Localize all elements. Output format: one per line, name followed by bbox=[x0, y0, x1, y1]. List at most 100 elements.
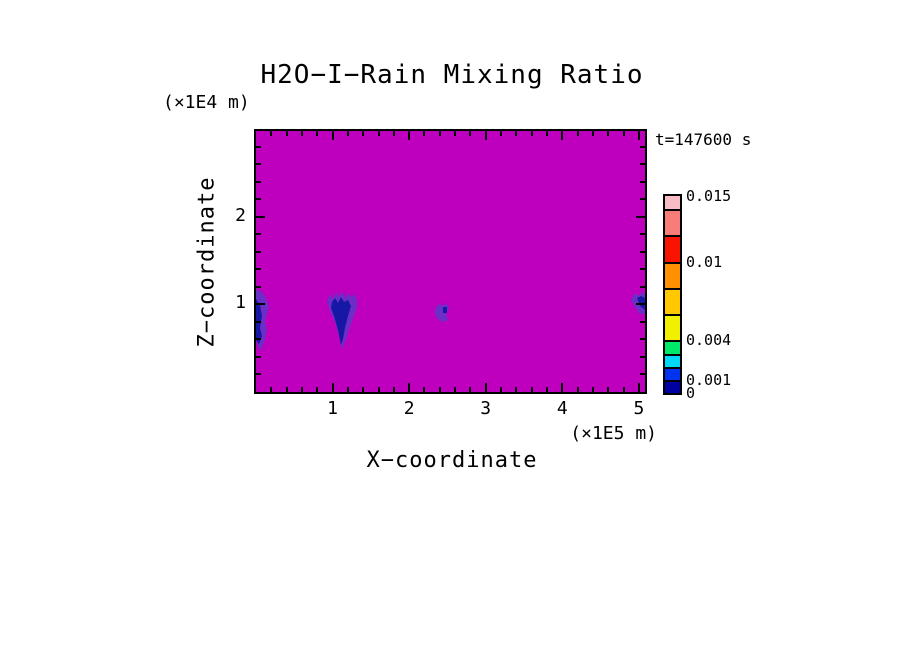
colorbar-segment bbox=[665, 287, 680, 315]
x-tick-label: 2 bbox=[403, 398, 415, 419]
x-minor-tick bbox=[347, 131, 349, 136]
x-minor-tick bbox=[546, 131, 548, 136]
x-major-tick bbox=[561, 131, 563, 140]
y-minor-tick bbox=[640, 163, 645, 165]
y-major-tick bbox=[636, 303, 645, 305]
colorbar-segment bbox=[665, 379, 680, 393]
x-major-tick bbox=[561, 383, 563, 392]
x-major-tick bbox=[408, 383, 410, 392]
y-minor-tick bbox=[640, 233, 645, 235]
y-minor-tick bbox=[640, 338, 645, 340]
x-minor-tick bbox=[500, 387, 502, 392]
y-axis-title: Z−coordinate bbox=[194, 176, 220, 348]
x-minor-tick bbox=[531, 131, 533, 136]
x-minor-tick bbox=[607, 131, 609, 136]
y-minor-tick bbox=[256, 181, 261, 183]
x-tick-label: 3 bbox=[480, 398, 492, 419]
colorbar-segment bbox=[665, 366, 680, 380]
y-minor-tick bbox=[256, 146, 261, 148]
x-minor-tick bbox=[515, 131, 517, 136]
x-minor-tick bbox=[623, 387, 625, 392]
time-annotation: t=147600 s bbox=[655, 130, 752, 149]
x-tick-label: 5 bbox=[633, 398, 645, 419]
x-minor-tick bbox=[270, 131, 272, 136]
x-minor-tick bbox=[439, 131, 441, 136]
colorbar-tick-label: 0.001 bbox=[686, 370, 732, 389]
colorbar-segment bbox=[665, 235, 680, 262]
x-minor-tick bbox=[546, 387, 548, 392]
x-tick-label: 4 bbox=[556, 398, 568, 419]
colorbar-tick-label: 0 bbox=[686, 384, 696, 402]
x-minor-tick bbox=[270, 387, 272, 392]
rain-patch-small-core bbox=[443, 307, 447, 313]
y-tick-label: 1 bbox=[235, 292, 246, 314]
x-minor-tick bbox=[362, 131, 364, 136]
x-axis-unit-label: (×1E5 m) bbox=[570, 423, 657, 444]
x-minor-tick bbox=[531, 387, 533, 392]
y-minor-tick bbox=[640, 356, 645, 358]
x-minor-tick bbox=[316, 131, 318, 136]
colorbar-segment bbox=[665, 261, 680, 288]
x-minor-tick bbox=[286, 387, 288, 392]
x-major-tick bbox=[638, 383, 640, 392]
x-minor-tick bbox=[378, 387, 380, 392]
x-minor-tick bbox=[469, 387, 471, 392]
y-minor-tick bbox=[256, 163, 261, 165]
y-minor-tick bbox=[640, 321, 645, 323]
y-minor-tick bbox=[256, 321, 261, 323]
colorbar-tick-label: 0.004 bbox=[686, 331, 732, 350]
x-minor-tick bbox=[362, 387, 364, 392]
x-minor-tick bbox=[454, 131, 456, 136]
x-minor-tick bbox=[515, 387, 517, 392]
x-minor-tick bbox=[316, 387, 318, 392]
colorbar-segment bbox=[665, 314, 680, 341]
x-minor-tick bbox=[469, 131, 471, 136]
x-minor-tick bbox=[500, 131, 502, 136]
y-minor-tick bbox=[256, 251, 261, 253]
x-major-tick bbox=[638, 131, 640, 140]
y-minor-tick bbox=[256, 356, 261, 358]
y-tick-label: 2 bbox=[235, 204, 246, 226]
x-major-tick bbox=[408, 131, 410, 140]
y-major-tick bbox=[256, 303, 265, 305]
rain-features-layer bbox=[256, 289, 645, 351]
y-minor-tick bbox=[640, 286, 645, 288]
colorbar-segment bbox=[665, 209, 680, 236]
x-minor-tick bbox=[623, 131, 625, 136]
x-minor-tick bbox=[577, 387, 579, 392]
x-minor-tick bbox=[347, 387, 349, 392]
x-minor-tick bbox=[439, 387, 441, 392]
y-minor-tick bbox=[640, 373, 645, 375]
x-minor-tick bbox=[286, 131, 288, 136]
x-minor-tick bbox=[592, 131, 594, 136]
y-major-tick bbox=[636, 216, 645, 218]
x-tick-label: 1 bbox=[327, 398, 338, 419]
x-minor-tick bbox=[301, 387, 303, 392]
y-minor-tick bbox=[256, 286, 261, 288]
y-minor-tick bbox=[256, 233, 261, 235]
y-minor-tick bbox=[640, 251, 645, 253]
y-major-tick bbox=[256, 216, 265, 218]
y-minor-tick bbox=[256, 338, 261, 340]
x-axis-title: X−coordinate bbox=[366, 448, 538, 473]
x-minor-tick bbox=[592, 387, 594, 392]
y-minor-tick bbox=[256, 373, 261, 375]
y-axis-unit-label: (×1E4 m) bbox=[163, 92, 250, 113]
colorbar-segment bbox=[665, 196, 680, 210]
x-minor-tick bbox=[378, 131, 380, 136]
x-minor-tick bbox=[393, 387, 395, 392]
y-minor-tick bbox=[256, 268, 261, 270]
x-minor-tick bbox=[423, 131, 425, 136]
x-minor-tick bbox=[454, 387, 456, 392]
y-minor-tick bbox=[256, 198, 261, 200]
x-minor-tick bbox=[607, 387, 609, 392]
x-major-tick bbox=[332, 383, 334, 392]
y-minor-tick bbox=[640, 146, 645, 148]
plot-title: H2O−I−Rain Mixing Ratio bbox=[260, 60, 644, 90]
rain-shaft-plume-core bbox=[331, 297, 351, 345]
x-minor-tick bbox=[301, 131, 303, 136]
x-minor-tick bbox=[393, 131, 395, 136]
colorbar-segment bbox=[665, 353, 680, 367]
y-minor-tick bbox=[640, 198, 645, 200]
plot-area bbox=[254, 129, 647, 394]
